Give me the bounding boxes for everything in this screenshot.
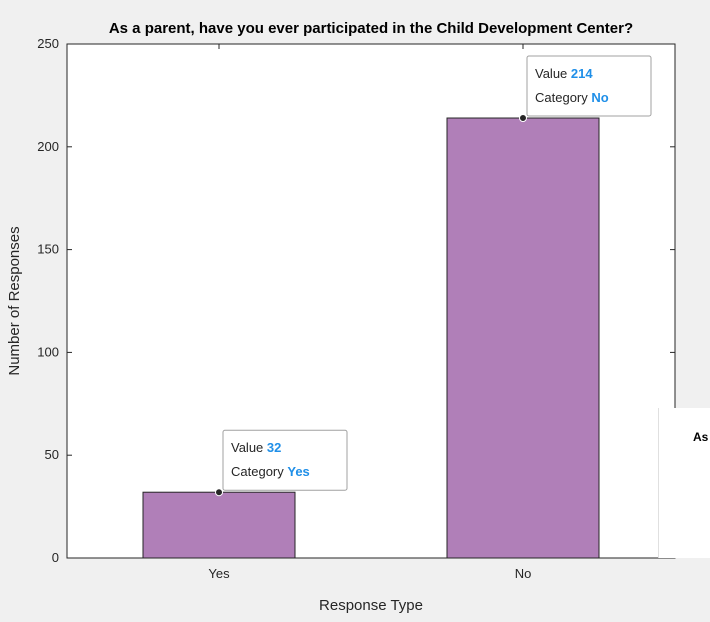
- y-tick-label: 50: [45, 447, 59, 462]
- adjacent-figure-title-fragment: As: [693, 430, 709, 444]
- y-tick-label: 150: [37, 242, 59, 257]
- datatip-marker[interactable]: [215, 488, 223, 497]
- y-tick-label: 200: [37, 139, 59, 154]
- bar-yes[interactable]: [142, 491, 296, 559]
- chart-title: As a parent, have you ever participated …: [109, 20, 633, 37]
- datatip-value-line: Value 214: [535, 66, 593, 81]
- x-tick-label: Yes: [208, 566, 230, 581]
- datatip-box: [526, 55, 652, 117]
- datatip-box: [222, 429, 348, 491]
- bars: [142, 117, 600, 559]
- datatips: Value 32 Category Yes Value 214 Category No: [215, 55, 652, 497]
- y-tick-label: 100: [37, 344, 59, 359]
- datatip-value-line: Value 32: [231, 440, 281, 455]
- adjacent-figure-panel: As: [658, 408, 710, 558]
- x-axis-label: Response Type: [319, 597, 423, 614]
- datatip-category-line: Category Yes: [231, 464, 310, 479]
- x-tick-label: No: [515, 566, 532, 581]
- datatip-marker[interactable]: [519, 114, 527, 123]
- datatip[interactable]: Value 214 Category No: [519, 55, 652, 123]
- y-axis-label: Number of Responses: [6, 226, 23, 375]
- y-tick-label: 250: [37, 36, 59, 51]
- bar-no[interactable]: [446, 117, 600, 559]
- axis-ticks: 0 50 100 150 200 250 Yes No: [37, 36, 675, 581]
- y-tick-label: 0: [52, 550, 59, 565]
- datatip-category-line: Category No: [535, 90, 609, 105]
- datatip[interactable]: Value 32 Category Yes: [215, 429, 348, 497]
